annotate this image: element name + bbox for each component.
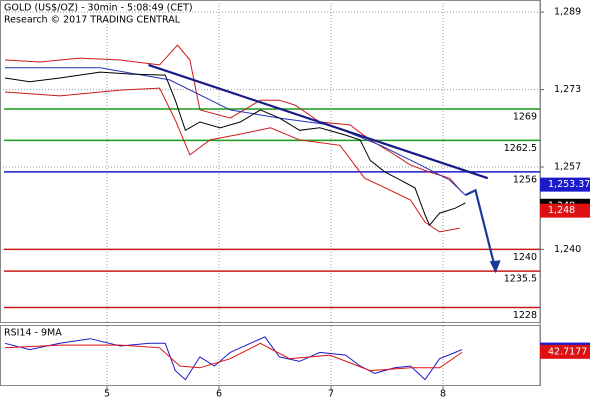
level-label: 1240 <box>513 252 537 263</box>
level-label: 1269 <box>513 111 537 122</box>
series-line <box>4 44 463 193</box>
level-label: 1228 <box>513 310 537 321</box>
price-box <box>540 344 590 359</box>
y-tick-label: 1,273 <box>554 84 581 95</box>
level-label: 1262.5 <box>504 143 537 154</box>
price-box <box>540 177 590 192</box>
chart-title: GOLD (US$/OZ) - 30min - 5:08:49 (CET) <box>4 3 193 14</box>
series-line <box>464 188 497 271</box>
price-label: 42.7177 <box>548 346 587 357</box>
price-label: 1,253.37 <box>548 179 590 190</box>
x-tick-label: 8 <box>440 389 446 400</box>
series-line <box>4 87 460 233</box>
series-line <box>4 71 466 227</box>
chart-subtitle: Research © 2017 TRADING CENTRAL <box>4 15 181 26</box>
x-tick-label: 5 <box>104 389 110 400</box>
series-line <box>4 342 463 372</box>
price-label: 1,248 <box>548 205 575 216</box>
series-line <box>148 63 489 180</box>
y-tick-label: 1,240 <box>554 244 581 255</box>
price-box <box>540 203 590 218</box>
x-tick-label: 6 <box>216 389 222 400</box>
arrow-head <box>489 260 501 274</box>
level-label: 1235.5 <box>504 274 537 285</box>
y-tick-label: 1,289 <box>554 7 581 18</box>
level-label: 1256 <box>513 174 537 185</box>
rsi-title: RSI14 - 9MA <box>4 328 62 339</box>
x-tick-label: 7 <box>328 389 334 400</box>
y-tick-label: 1,257 <box>554 162 581 173</box>
